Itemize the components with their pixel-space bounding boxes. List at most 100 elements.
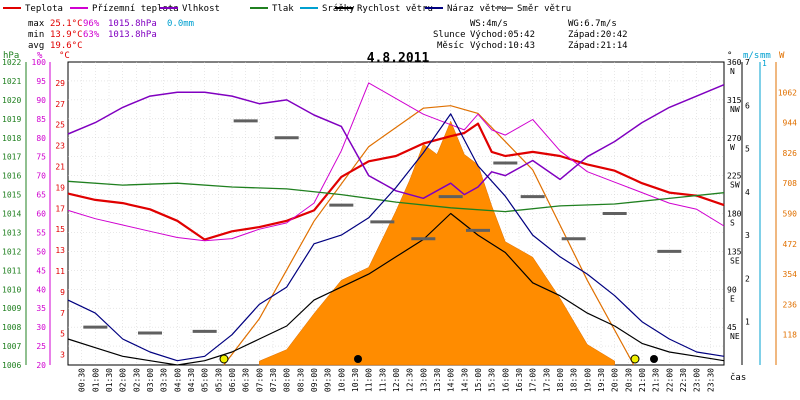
sun-markers: [219, 354, 658, 364]
time-tick-label: 10:00: [337, 368, 346, 392]
direction-cardinal-label: NE: [730, 332, 740, 341]
wind-axis-title: m/s: [743, 51, 759, 61]
solar-radiation-area: [223, 105, 635, 366]
hpa-tick-label: 1017: [2, 153, 21, 162]
time-axis-title: čas: [730, 372, 746, 383]
wind-gust-summary: WG:6.7m/s: [568, 19, 617, 29]
humidity-tick-label: 100: [32, 58, 47, 67]
temperature-tick-label: 13: [55, 246, 65, 255]
time-tick-label: 04:00: [173, 368, 182, 392]
temperature-tick-label: 5: [60, 330, 65, 339]
legend-label: Směr větru: [517, 4, 571, 14]
time-tick-label: 14:00: [447, 368, 456, 392]
humidity-tick-label: 90: [36, 96, 46, 105]
direction-tick-label: 135: [727, 247, 742, 256]
time-tick-label: 22:30: [679, 368, 688, 392]
series-line-prizemni-teplota: [67, 82, 725, 242]
time-tick-label: 01:30: [105, 368, 114, 392]
humidity-tick-label: 95: [36, 77, 46, 86]
time-tick-label: 16:00: [501, 368, 510, 392]
time-tick-label: 13:00: [419, 368, 428, 392]
wind-tick-label: 5: [745, 145, 750, 154]
sunrise: Východ:05:42: [470, 30, 535, 40]
time-tick-label: 09:00: [310, 368, 319, 392]
stat-max-hum: 96%: [83, 19, 100, 29]
series-line-tlak: [67, 180, 725, 213]
legend-label: Teplota: [25, 4, 63, 14]
humidity-tick-label: 80: [36, 134, 46, 143]
direction-tick-label: 180: [727, 210, 742, 219]
direction-cardinal-label: SW: [730, 181, 740, 190]
temperature-tick-label: 21: [55, 162, 65, 171]
humidity-tick-label: 70: [36, 172, 46, 181]
time-tick-label: 00:30: [78, 368, 87, 392]
humidity-axis-title: %: [37, 51, 43, 61]
solar-tick-label: 708: [783, 179, 798, 188]
temperature-tick-label: 19: [55, 183, 65, 192]
time-tick-label: 20:00: [611, 368, 620, 392]
sunset-marker: [630, 354, 640, 364]
solar-tick-label: 118: [783, 331, 798, 340]
moon-label: Měsíc: [437, 41, 464, 51]
time-tick-label: 04:30: [187, 368, 196, 392]
hpa-tick-label: 1010: [2, 285, 21, 294]
wind-tick-label: 2: [745, 274, 750, 283]
time-tick-label: 14:30: [460, 368, 469, 392]
wind-tick-label: 6: [745, 101, 750, 110]
time-tick-label: 03:30: [160, 368, 169, 392]
axis-ticks: 1022 1021 1020 1019 1018 1017 1016 1015 1014 1013…: [2, 58, 797, 392]
stat-min-label: min: [28, 30, 44, 40]
wind-tick-label: 1: [745, 318, 750, 327]
time-tick-label: 11:30: [378, 368, 387, 392]
direction-cardinal-label: W: [730, 143, 735, 152]
time-tick-label: 22:00: [665, 368, 674, 392]
direction-tick-label: 315: [727, 96, 742, 105]
stat-avg-label: avg: [28, 41, 44, 51]
time-tick-label: 11:00: [365, 368, 374, 392]
humidity-tick-label: 85: [36, 115, 46, 124]
hpa-tick-label: 1008: [2, 323, 21, 332]
direction-cardinal-label: N: [730, 67, 735, 76]
series-line-rychlost-vetru: [67, 212, 725, 366]
theoretical-radiation-line: [223, 105, 635, 366]
direction-axis-title: °: [727, 51, 732, 61]
hpa-tick-label: 1021: [2, 77, 21, 86]
temperature-tick-label: 29: [55, 79, 65, 88]
moonset-marker: [650, 355, 658, 363]
hpa-tick-label: 1016: [2, 172, 21, 181]
time-tick-label: 01:00: [91, 368, 100, 392]
humidity-tick-label: 45: [36, 266, 46, 275]
solar-axis-title: W: [779, 51, 785, 61]
direction-cardinal-label: NW: [730, 105, 740, 114]
series-line-teplota: [67, 122, 725, 241]
sunrise-marker: [219, 354, 229, 364]
time-tick-label: 15:30: [488, 368, 497, 392]
time-tick-label: 02:30: [132, 368, 141, 392]
direction-tick-label: 45: [727, 323, 737, 332]
time-tick-label: 03:00: [146, 368, 155, 392]
hpa-tick-label: 1006: [2, 361, 21, 370]
solar-tick-label: 944: [783, 119, 798, 128]
wind-tick-label: 3: [745, 231, 750, 240]
solar-tick-label: 590: [783, 210, 798, 219]
solar-tick-label: 354: [783, 270, 798, 279]
time-tick-label: 23:00: [693, 368, 702, 392]
direction-cardinal-label: S: [730, 219, 735, 228]
time-tick-label: 08:00: [283, 368, 292, 392]
humidity-tick-label: 55: [36, 228, 46, 237]
temperature-tick-label: 11: [55, 267, 65, 276]
stat-min-hum: 63%: [83, 30, 100, 40]
temperature-tick-label: 27: [55, 100, 65, 109]
time-tick-label: 06:00: [228, 368, 237, 392]
stat-min-pres: 1013.8hPa: [108, 30, 157, 40]
stat-max-pres: 1015.8hPa: [108, 19, 157, 29]
time-tick-label: 18:00: [556, 368, 565, 392]
stat-max-rain: 0.0mm: [167, 19, 194, 29]
time-tick-label: 08:30: [296, 368, 305, 392]
hpa-tick-label: 1007: [2, 342, 21, 351]
wind-direction-marks: [83, 119, 682, 335]
time-tick-label: 02:00: [119, 368, 128, 392]
time-tick-label: 19:30: [597, 368, 606, 392]
temperature-tick-label: 17: [55, 204, 65, 213]
